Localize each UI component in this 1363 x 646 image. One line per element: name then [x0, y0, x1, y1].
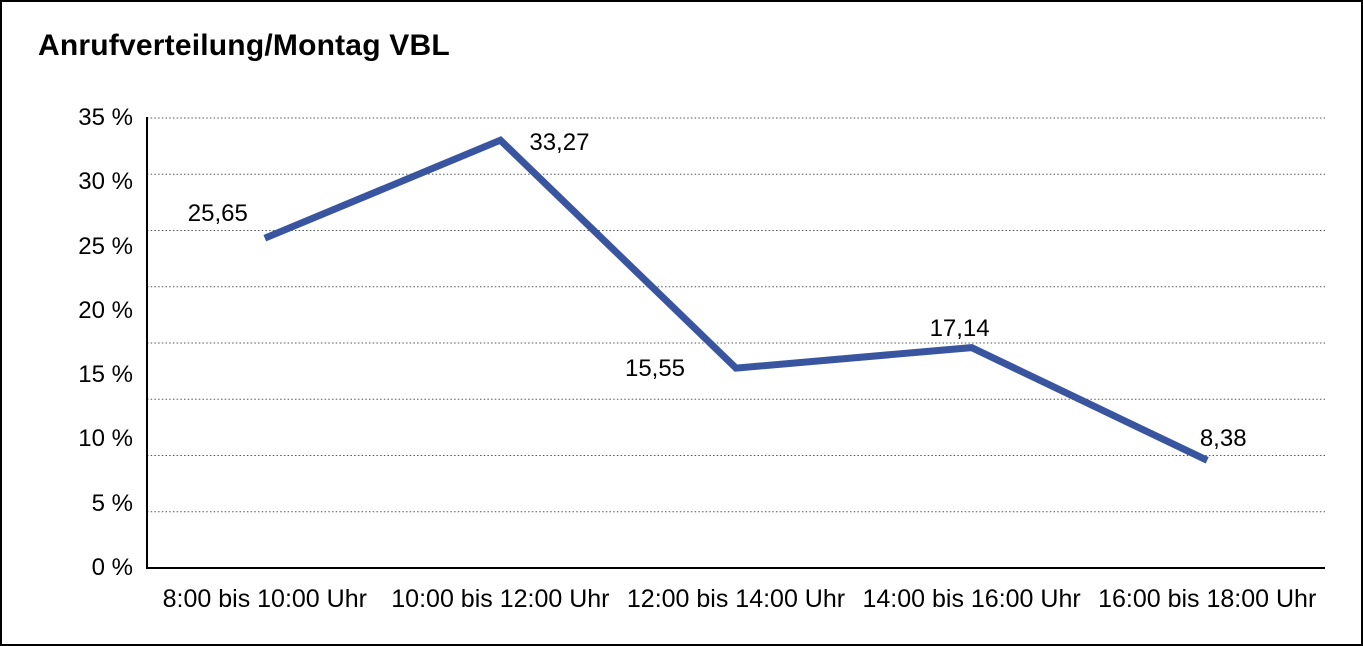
y-tick-label: 0 %	[91, 554, 133, 581]
chart-title: Anrufverteilung/Montag VBL	[38, 29, 450, 62]
x-category-label: 10:00 bis 12:00 Uhr	[391, 585, 610, 613]
data-point-label: 17,14	[929, 314, 990, 342]
data-point-label: 33,27	[529, 129, 590, 157]
y-tick-label: 25 %	[78, 232, 133, 260]
data-point-label: 8,38	[1199, 425, 1247, 453]
y-tick-label: 30 %	[78, 168, 133, 196]
x-category-label: 16:00 bis 18:00 Uhr	[1098, 585, 1317, 613]
y-tick-label: 15 %	[78, 361, 133, 389]
x-category-label: 8:00 bis 10:00 Uhr	[162, 585, 367, 613]
series-line	[263, 136, 1209, 464]
data-point-label: 15,55	[624, 355, 686, 383]
x-category-label: 14:00 bis 16:00 Uhr	[862, 585, 1081, 613]
data-point-label: 25,65	[187, 200, 248, 228]
x-category-label: 12:00 bis 14:00 Uhr	[626, 585, 846, 613]
y-tick-label: 35 %	[78, 104, 133, 131]
y-tick-label: 10 %	[78, 425, 133, 453]
y-tick-label: 20 %	[78, 296, 133, 324]
y-tick-label: 5 %	[91, 489, 133, 517]
